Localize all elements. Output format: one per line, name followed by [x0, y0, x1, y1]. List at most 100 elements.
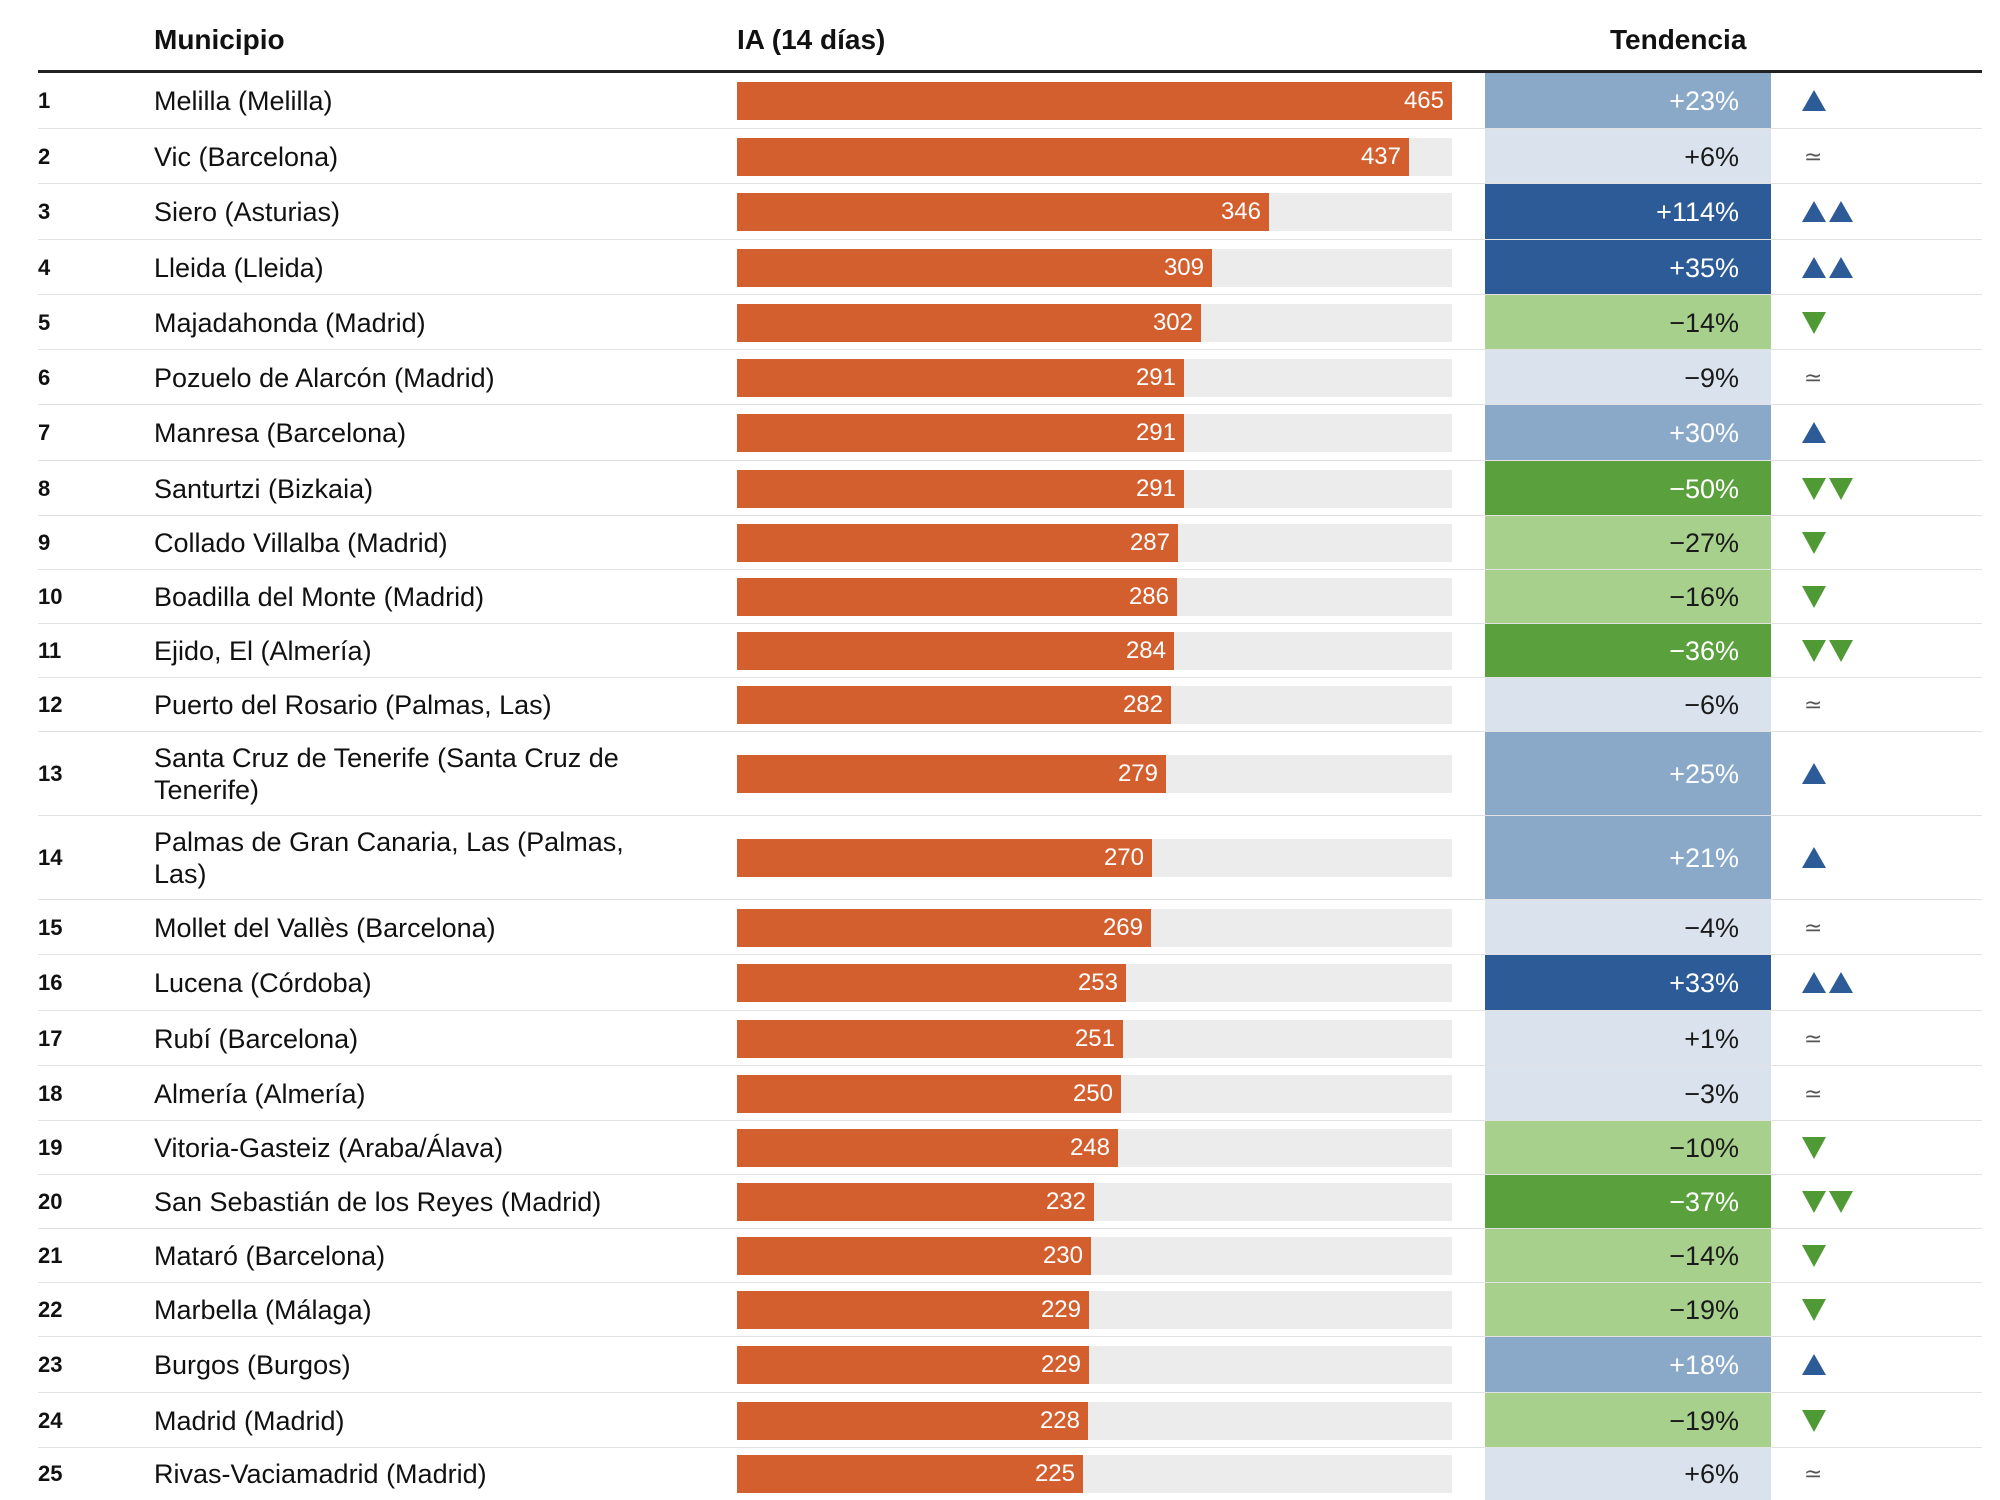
rank-number: 2 [38, 143, 51, 169]
trend-percent: −10% [1669, 1133, 1739, 1163]
rank-number: 3 [38, 199, 51, 224]
ia-value-label: 270 [1103, 844, 1144, 871]
table-row: 22 Marbella (Málaga) 229 −19% [0, 1283, 2000, 1337]
table-row: 8 Santurtzi (Bizkaia) 291 −50% [0, 461, 2000, 516]
ia-bar: 287 [737, 524, 1178, 562]
trend-percent: −27% [1669, 528, 1739, 558]
table-row: 13 Santa Cruz de Tenerife (Santa Cruz de … [0, 732, 2000, 816]
rank-number: 19 [38, 1135, 63, 1160]
table-row: 11 Ejido, El (Almería) 284 −36% [0, 624, 2000, 678]
trend-cell: +6% [1485, 129, 1771, 184]
trend-arrows: ≃ [1800, 1011, 1920, 1066]
bar-track: 286 [737, 578, 1452, 616]
trend-cell: −9% [1485, 350, 1771, 405]
municipio-name: Melilla (Melilla) [154, 86, 333, 116]
ia-value-label: 284 [1125, 637, 1166, 664]
triangle-up-icon [1829, 972, 1853, 993]
table-row: 19 Vitoria-Gasteiz (Araba/Álava) 248 −10% [0, 1121, 2000, 1175]
municipio-name: Majadahonda (Madrid) [154, 307, 426, 338]
row-divider [38, 1174, 1982, 1175]
table-row: 6 Pozuelo de Alarcón (Madrid) 291 −9% ≃ [0, 350, 2000, 405]
bar-track: 346 [737, 193, 1452, 231]
triangle-up-icon [1802, 90, 1826, 111]
trend-percent: −4% [1684, 912, 1739, 943]
triangle-down-icon [1829, 1191, 1853, 1213]
trend-percent: −9% [1684, 362, 1739, 393]
ia-bar: 346 [737, 193, 1269, 231]
triangle-down-icon [1802, 1137, 1826, 1159]
municipio-name: Almería (Almería) [154, 1078, 366, 1109]
bar-track: 232 [737, 1183, 1452, 1221]
trend-arrows: ≃ [1800, 129, 1920, 184]
triangle-down-icon [1802, 1409, 1826, 1432]
municipio-name: Mataró (Barcelona) [154, 1241, 386, 1271]
trend-percent: +18% [1669, 1350, 1739, 1380]
trend-percent: −14% [1669, 1241, 1739, 1271]
rank-number: 15 [38, 914, 63, 940]
ia-bar: 253 [737, 964, 1126, 1002]
trend-cell: +21% [1485, 816, 1771, 900]
triangle-down-icon [1802, 1299, 1826, 1321]
table-row: 16 Lucena (Córdoba) 253 +33% [0, 955, 2000, 1011]
bar-track: 253 [737, 964, 1452, 1002]
municipio-name: Vic (Barcelona) [154, 141, 339, 172]
row-divider [38, 460, 1982, 461]
bar-track: 251 [737, 1019, 1452, 1058]
rank-number: 18 [38, 1080, 63, 1106]
row-divider [38, 954, 1982, 955]
ia-value-label: 230 [1042, 1242, 1083, 1269]
trend-percent: +6% [1684, 1459, 1739, 1489]
bar-track: 228 [737, 1401, 1452, 1440]
ia-value-label: 346 [1220, 198, 1261, 225]
bar-track: 465 [737, 82, 1452, 120]
ia-bar: 232 [737, 1183, 1094, 1221]
rank-number: 7 [38, 420, 51, 445]
table-row: 21 Mataró (Barcelona) 230 −14% [0, 1229, 2000, 1283]
trend-percent: +23% [1669, 86, 1739, 116]
header-tendencia: Tendencia [1610, 24, 1747, 55]
trend-percent: +21% [1669, 843, 1739, 873]
ia-value-label: 229 [1040, 1296, 1081, 1323]
trend-arrows: ≃ [1800, 678, 1920, 732]
trend-cell: +1% [1485, 1011, 1771, 1066]
ia-value-label: 232 [1045, 1188, 1086, 1215]
trend-percent: +6% [1684, 141, 1739, 172]
trend-arrows [1800, 1229, 1920, 1283]
ia-bar: 269 [737, 908, 1151, 947]
ia-bar: 229 [737, 1346, 1089, 1384]
table-row: 10 Boadilla del Monte (Madrid) 286 −16% [0, 570, 2000, 624]
municipio-name: Pozuelo de Alarcón (Madrid) [154, 362, 495, 393]
row-divider [38, 1447, 1982, 1448]
trend-arrows [1800, 1121, 1920, 1175]
trend-percent: −16% [1669, 582, 1739, 612]
rank-number: 6 [38, 364, 51, 390]
rank-number: 10 [38, 584, 63, 609]
municipio-name: Lucena (Córdoba) [154, 968, 372, 998]
ia-bar: 279 [737, 755, 1166, 793]
bar-track: 270 [737, 839, 1452, 877]
trend-cell: −6% [1485, 678, 1771, 732]
bar-track: 282 [737, 686, 1452, 724]
ia-value-label: 251 [1074, 1024, 1115, 1052]
bar-track: 291 [737, 414, 1452, 452]
approx-icon: ≃ [1804, 1080, 1823, 1106]
trend-percent: −37% [1669, 1187, 1739, 1217]
ia-bar: 291 [737, 358, 1184, 397]
row-divider [38, 349, 1982, 350]
trend-cell: +35% [1485, 240, 1771, 295]
row-divider [38, 623, 1982, 624]
rank-number: 4 [38, 254, 51, 280]
row-divider [38, 183, 1982, 184]
bar-track: 229 [737, 1346, 1452, 1384]
triangle-down-icon [1829, 640, 1853, 662]
municipio-name: Mollet del Vallès (Barcelona) [154, 912, 496, 943]
trend-percent: +33% [1669, 968, 1739, 998]
row-divider [38, 294, 1982, 295]
rank-number: 11 [38, 638, 62, 663]
rank-number: 14 [38, 845, 63, 870]
trend-arrows [1800, 732, 1920, 816]
row-divider [38, 1336, 1982, 1337]
table-row: 18 Almería (Almería) 250 −3% ≃ [0, 1066, 2000, 1121]
triangle-up-icon [1802, 847, 1826, 868]
municipio-name: Puerto del Rosario (Palmas, Las) [154, 690, 552, 720]
